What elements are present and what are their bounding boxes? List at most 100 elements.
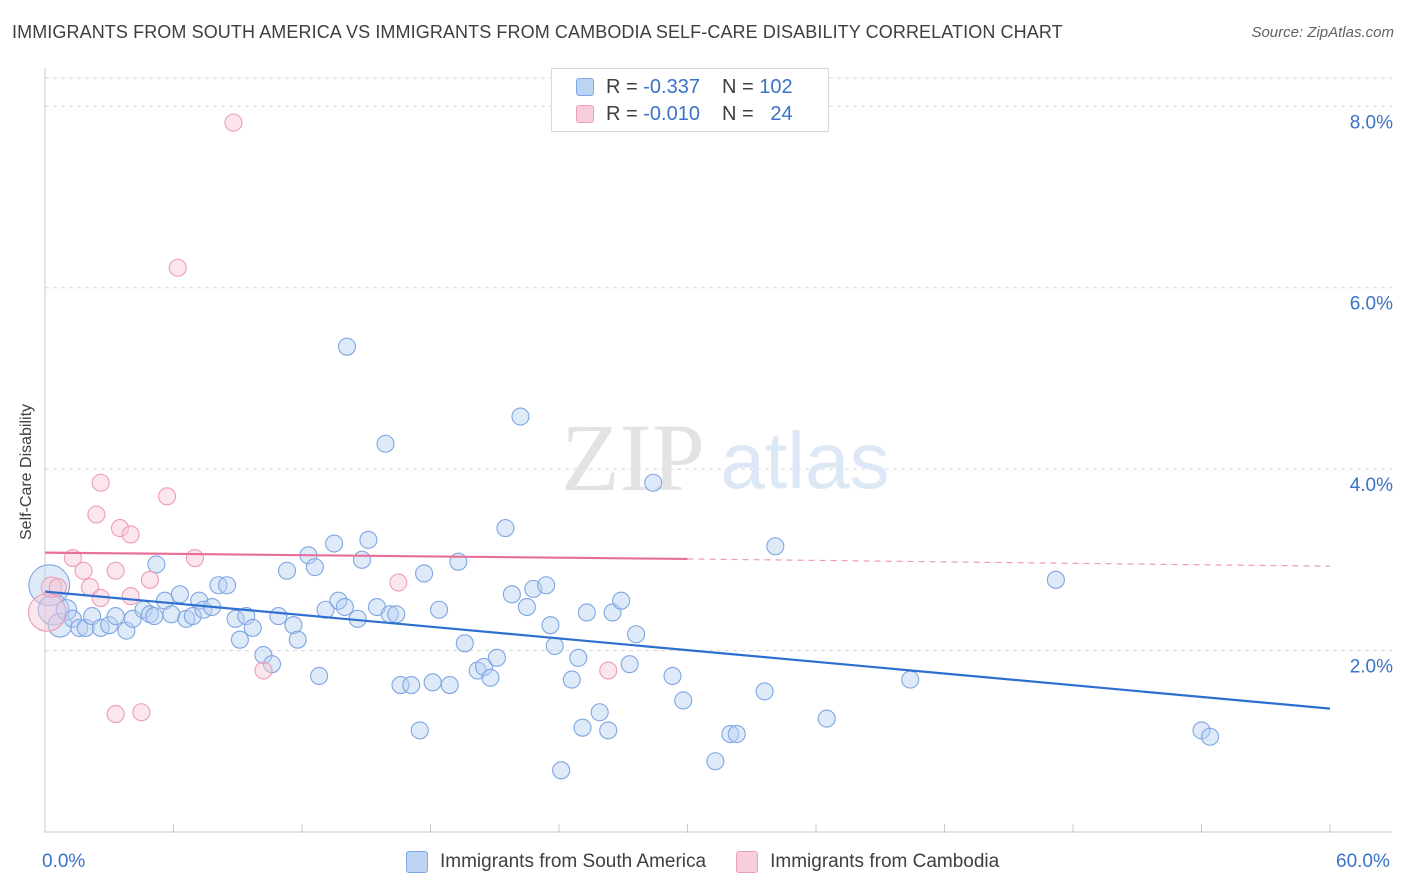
south-america-point — [402, 675, 421, 695]
cambodia-point — [106, 705, 125, 724]
south-america-point — [147, 555, 166, 574]
south-america-point — [237, 607, 256, 626]
cambodia-point — [87, 505, 106, 524]
legend-label-south-america: Immigrants from South America — [440, 851, 707, 872]
south-america-point — [599, 721, 618, 740]
south-america-point — [573, 718, 592, 737]
south-america-point — [325, 534, 344, 553]
south-america-point — [243, 618, 262, 637]
legend-n-label: N = — [721, 102, 754, 125]
south-america-point — [310, 666, 329, 686]
legend-label-cambodia: Immigrants from Cambodia — [770, 851, 1000, 872]
south-america-point — [277, 561, 297, 580]
south-america-point — [644, 473, 663, 492]
south-america-point — [117, 621, 136, 640]
cambodia-point — [106, 561, 125, 580]
south-america-point — [423, 673, 442, 692]
cambodia-point — [121, 525, 140, 544]
cambodia-point — [74, 561, 93, 580]
y-tick-label: 2.0% — [1350, 657, 1393, 678]
axes — [44, 68, 1392, 833]
south-america-point — [106, 607, 125, 626]
cambodia-point — [168, 258, 187, 277]
south-america-point — [487, 648, 506, 667]
legend-row-south-america: R = -0.337 N = 102 — [576, 74, 793, 100]
legend-r-label: R = — [606, 75, 638, 98]
south-america-point — [537, 576, 556, 595]
cambodia-point — [254, 661, 273, 680]
south-america-point — [817, 709, 836, 728]
y-tick-label: 4.0% — [1350, 475, 1393, 496]
grid-lines — [45, 77, 1392, 652]
south-america-point — [562, 670, 581, 689]
south-america-point — [230, 630, 249, 649]
south-america-point — [217, 576, 237, 595]
south-america-point — [335, 597, 354, 617]
south-america-point — [226, 609, 245, 628]
south-america-point — [76, 618, 95, 637]
cambodia-point — [158, 487, 177, 506]
south-america-point — [440, 675, 459, 695]
legend-r-label: R = — [606, 102, 638, 125]
south-america-point — [183, 607, 202, 626]
south-america-point — [569, 648, 588, 667]
south-america-point — [100, 616, 119, 635]
south-america-point — [481, 668, 500, 687]
south-america-point — [727, 724, 746, 744]
south-america-point — [455, 634, 474, 653]
trend-line-cambodia-extension — [687, 558, 1331, 567]
south-america-point — [305, 558, 324, 577]
south-america-point — [552, 761, 571, 780]
south-america-point — [721, 724, 740, 744]
south-america-point — [430, 600, 449, 619]
south-america-point — [387, 605, 406, 624]
south-america-point — [352, 550, 372, 569]
south-america-point — [376, 434, 395, 453]
south-america-point — [496, 519, 515, 538]
watermark-zip: ZIP — [561, 404, 705, 511]
cambodia-point — [140, 570, 159, 589]
cambodia-point — [185, 548, 204, 568]
south-america-point — [1046, 570, 1065, 589]
south-america-point — [755, 682, 774, 701]
legend-row-cambodia: R = -0.010 N = 24 — [576, 101, 793, 127]
south-america-point — [706, 752, 725, 771]
legend-n-value: 24 — [770, 102, 793, 125]
cambodia-point — [121, 587, 140, 606]
legend-swatch-blue — [576, 78, 594, 96]
south-america-point — [55, 598, 78, 621]
legend-swatch-blue — [406, 851, 428, 873]
legend-r-value: -0.010 — [643, 102, 700, 125]
legend-swatch-pink — [736, 851, 759, 873]
legend-item-cambodia: Immigrants from Cambodia — [736, 851, 999, 873]
chart-title: IMMIGRANTS FROM SOUTH AMERICA VS IMMIGRA… — [12, 22, 1063, 42]
trend-line-cambodia — [44, 551, 688, 561]
cambodia-point — [27, 593, 67, 632]
south-america-point — [674, 691, 693, 710]
south-america-point — [766, 537, 785, 556]
legend-n-label: N = — [721, 75, 754, 98]
south-america-point — [590, 703, 609, 722]
south-america-point — [517, 597, 536, 617]
cambodia-point — [599, 661, 618, 680]
x-tick-max: 60.0% — [1336, 851, 1390, 872]
legend-n-value: 102 — [759, 75, 793, 98]
source-label: Source: ZipAtlas.com — [1251, 24, 1394, 41]
cambodia-point — [132, 703, 151, 722]
series-legend: Immigrants from South America Immigrants… — [406, 851, 1029, 873]
trend-lines — [44, 551, 1331, 710]
south-america-point — [577, 603, 596, 622]
south-america-point — [511, 407, 530, 426]
south-america-point — [612, 591, 631, 610]
cambodia-point — [389, 573, 408, 592]
x-tick-min: 0.0% — [42, 851, 86, 872]
south-america-point — [284, 616, 303, 635]
south-america-point — [145, 607, 164, 626]
south-america-point — [545, 636, 564, 656]
south-america-point — [474, 657, 494, 676]
south-america-point — [627, 625, 646, 644]
legend-item-south-america: Immigrants from South America — [406, 851, 706, 873]
south-america-point — [901, 670, 920, 689]
south-america-point — [415, 564, 434, 583]
